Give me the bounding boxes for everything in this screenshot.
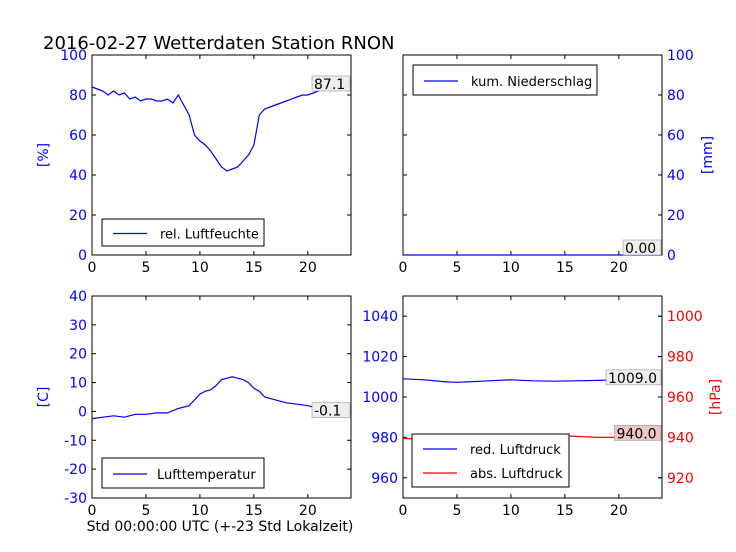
precipitation-ytick-label: 80	[667, 88, 685, 104]
pressure-legend-label: red. Luftdruck	[470, 443, 561, 458]
pressure-annotation-right: 940.0	[617, 426, 657, 442]
temperature-annotation-box	[311, 402, 351, 419]
pressure-xtick-label: 5	[452, 503, 461, 519]
humidity-ylabel: [%]	[36, 143, 52, 167]
figure-title: 2016-02-27 Wetterdaten Station RNON	[43, 33, 394, 54]
temperature-xtick-label: 15	[245, 503, 263, 519]
humidity-ytick-label: 60	[69, 128, 87, 144]
pressure-ytick-label: 1040	[362, 309, 398, 325]
humidity-annotation-box	[311, 75, 351, 92]
temperature-xtick-label: 0	[88, 503, 97, 519]
temperature-legend-label: Lufttemperatur	[157, 468, 256, 483]
pressure-ylabel-right: [hPa]	[708, 379, 724, 415]
precipitation-xtick-label: 10	[502, 260, 520, 276]
precipitation-ytick-label: 0	[667, 248, 676, 264]
temperature-legend-box	[101, 457, 265, 489]
temperature-ytick-label: 0	[78, 404, 87, 420]
precipitation-ytick-label: 40	[667, 168, 685, 184]
humidity-xtick-label: 10	[191, 260, 209, 276]
humidity-series-line	[91, 80, 351, 172]
temperature-series-line	[91, 376, 352, 420]
precipitation-annotation-box	[622, 239, 662, 256]
humidity-xtick-label: 20	[299, 260, 317, 276]
temperature-xtick-label: 5	[141, 503, 150, 519]
precipitation-legend-label: kum. Niederschlag	[471, 75, 592, 90]
pressure-panel: 0 5 10 15 20 960 980 1000 1020 1040 920 940 960 980 10…	[362, 295, 724, 519]
pressure-xtick-label: 20	[610, 503, 628, 519]
pressure-xtick-label: 0	[399, 503, 408, 519]
humidity-ytick-label: 0	[78, 248, 87, 264]
x-axis-label: Std 00:00:00 UTC (+-23 Std Lokalzeit)	[87, 519, 354, 535]
temperature-ylabel: [C]	[36, 387, 52, 408]
temperature-ytick-label: 10	[69, 376, 87, 392]
humidity-legend-box	[101, 218, 265, 247]
precipitation-ylabel: [mm]	[700, 136, 716, 174]
pressure-ytick-label: 960	[371, 471, 398, 487]
pressure-annotation-right-box	[614, 425, 662, 441]
pressure-legend-box	[411, 433, 570, 488]
temperature-ytick-label: 30	[69, 318, 87, 334]
temperature-ytick-label: -30	[64, 491, 87, 507]
humidity-panel: 0 5 10 15 20 0 20 40 60 80 100 [%] rel. Luftfeuchte 8…	[36, 48, 352, 276]
humidity-ytick-label: 20	[69, 208, 87, 224]
precipitation-annotation: 0.00	[625, 241, 656, 257]
humidity-annotation: 87.1	[314, 77, 345, 93]
temperature-ytick-label: -10	[64, 433, 87, 449]
precipitation-ytick-label: 60	[667, 128, 685, 144]
temperature-annotation: -0.1	[314, 404, 341, 420]
temperature-xtick-label: 20	[299, 503, 317, 519]
temperature-ytick-label: -20	[64, 462, 87, 478]
temperature-xtick-label: 10	[191, 503, 209, 519]
pressure-ytick-right-label: 940	[667, 430, 694, 446]
pressure-xtick-label: 10	[502, 503, 520, 519]
pressure-ytick-label: 1000	[362, 390, 398, 406]
temperature-ytick-label: 20	[69, 347, 87, 363]
precipitation-xtick-label: 20	[610, 260, 628, 276]
precipitation-xtick-label: 5	[452, 260, 461, 276]
pressure-ytick-right-label: 920	[667, 471, 694, 487]
pressure-annotation-box	[605, 369, 662, 386]
humidity-axes-frame	[91, 54, 352, 256]
humidity-ytick-label: 80	[69, 88, 87, 104]
precipitation-legend-box	[412, 64, 598, 96]
pressure-ytick-right-label: 980	[667, 350, 694, 366]
humidity-legend-label: rel. Luftfeuchte	[160, 228, 259, 243]
pressure-ytick-label: 980	[371, 430, 398, 446]
temperature-ytick-label: 40	[69, 289, 87, 305]
humidity-xtick-label: 15	[245, 260, 263, 276]
humidity-xtick-label: 5	[141, 260, 150, 276]
precipitation-xtick-label: 0	[399, 260, 408, 276]
precipitation-ytick-label: 20	[667, 208, 685, 224]
pressure-annotation: 1009.0	[608, 371, 657, 387]
precipitation-panel: 0 5 10 15 20 0 20 40 60 80 100 [mm] kum. Niederschla…	[399, 48, 716, 276]
pressure-ytick-label: 1020	[362, 350, 398, 366]
temperature-axes-frame	[91, 295, 352, 499]
pressure-ytick-right-label: 1000	[667, 309, 703, 325]
pressure-legend-label-2: abs. Luftdruck	[470, 467, 563, 482]
temperature-panel: 0 5 10 15 20 -30 -20 -10 0 10 20 30 40 [C] Lufttempera…	[36, 289, 352, 519]
precipitation-ytick-label: 100	[667, 48, 694, 64]
pressure-xtick-label: 15	[556, 503, 574, 519]
humidity-xtick-label: 0	[88, 260, 97, 276]
humidity-ytick-label: 40	[69, 168, 87, 184]
pressure-ytick-right-label: 960	[667, 390, 694, 406]
humidity-ytick-label: 100	[60, 48, 87, 64]
precipitation-xtick-label: 15	[556, 260, 574, 276]
